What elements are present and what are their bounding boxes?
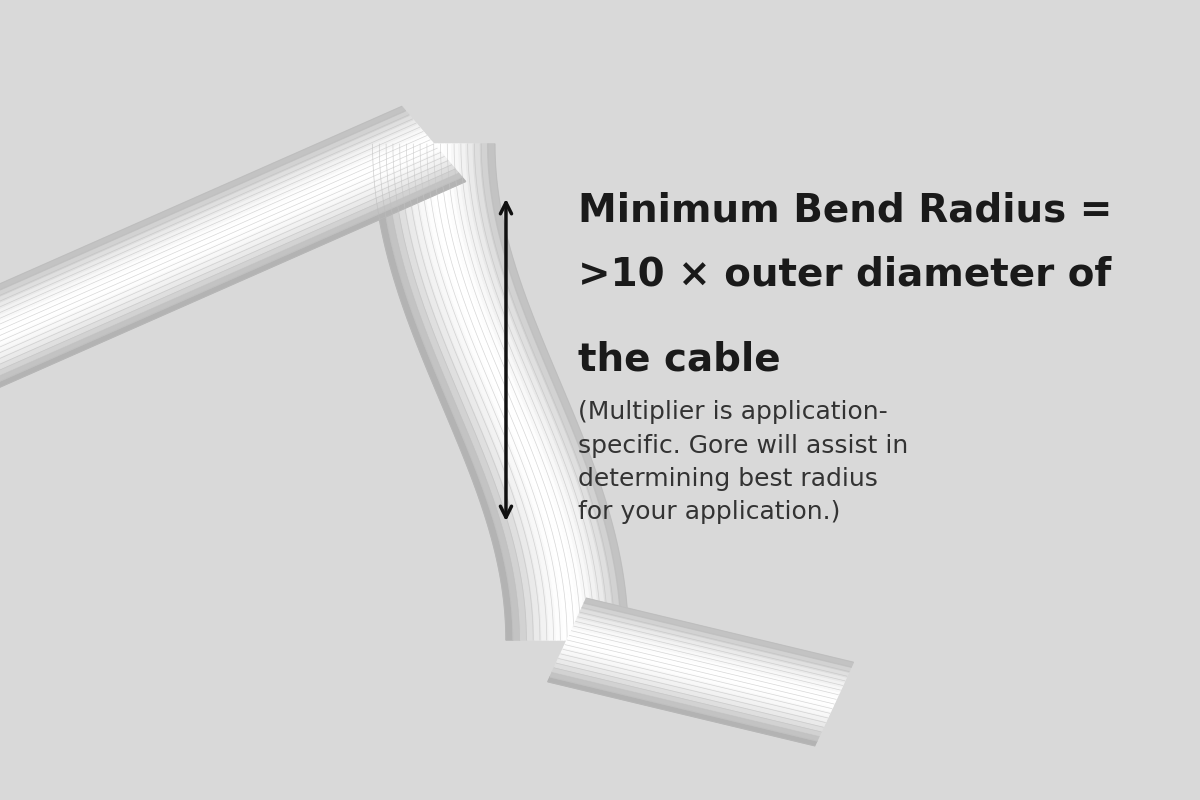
Polygon shape [564, 642, 833, 711]
Polygon shape [0, 177, 466, 398]
Polygon shape [577, 613, 846, 682]
Polygon shape [562, 647, 830, 716]
Polygon shape [575, 618, 845, 687]
Polygon shape [487, 144, 629, 640]
Polygon shape [554, 662, 823, 731]
Polygon shape [401, 144, 542, 640]
Text: >10 × outer diameter of: >10 × outer diameter of [578, 256, 1111, 294]
Polygon shape [422, 144, 564, 640]
Polygon shape [379, 144, 521, 640]
Polygon shape [0, 124, 420, 345]
Polygon shape [566, 638, 835, 706]
Polygon shape [569, 633, 838, 702]
Polygon shape [0, 146, 439, 366]
Polygon shape [584, 598, 853, 667]
Polygon shape [415, 144, 557, 640]
Polygon shape [0, 129, 425, 349]
Polygon shape [394, 144, 535, 640]
Polygon shape [570, 628, 840, 697]
Polygon shape [559, 652, 828, 721]
Text: the cable: the cable [578, 340, 781, 378]
Polygon shape [0, 138, 432, 358]
Polygon shape [480, 144, 622, 640]
Polygon shape [550, 672, 820, 741]
Polygon shape [0, 120, 416, 340]
Polygon shape [386, 144, 528, 640]
Polygon shape [0, 106, 406, 327]
Polygon shape [451, 144, 593, 640]
Polygon shape [0, 155, 446, 375]
Polygon shape [547, 677, 817, 746]
Text: Minimum Bend Radius =: Minimum Bend Radius = [578, 192, 1112, 230]
Polygon shape [552, 667, 822, 736]
Polygon shape [444, 144, 586, 640]
Polygon shape [582, 603, 851, 672]
Polygon shape [408, 144, 550, 640]
Polygon shape [0, 142, 436, 362]
Polygon shape [466, 144, 607, 640]
Polygon shape [372, 144, 514, 640]
Polygon shape [0, 168, 458, 389]
Polygon shape [437, 144, 578, 640]
Polygon shape [458, 144, 600, 640]
Polygon shape [0, 164, 455, 384]
Polygon shape [0, 159, 451, 380]
Polygon shape [430, 144, 571, 640]
Polygon shape [473, 144, 614, 640]
Text: (Multiplier is application-
specific. Gore will assist in
determining best radiu: (Multiplier is application- specific. Go… [578, 400, 908, 525]
Polygon shape [0, 115, 413, 336]
Polygon shape [580, 608, 848, 677]
Polygon shape [557, 657, 826, 726]
Polygon shape [0, 133, 428, 354]
Polygon shape [0, 173, 462, 393]
Polygon shape [572, 623, 842, 692]
Polygon shape [0, 150, 443, 371]
Polygon shape [0, 111, 409, 331]
